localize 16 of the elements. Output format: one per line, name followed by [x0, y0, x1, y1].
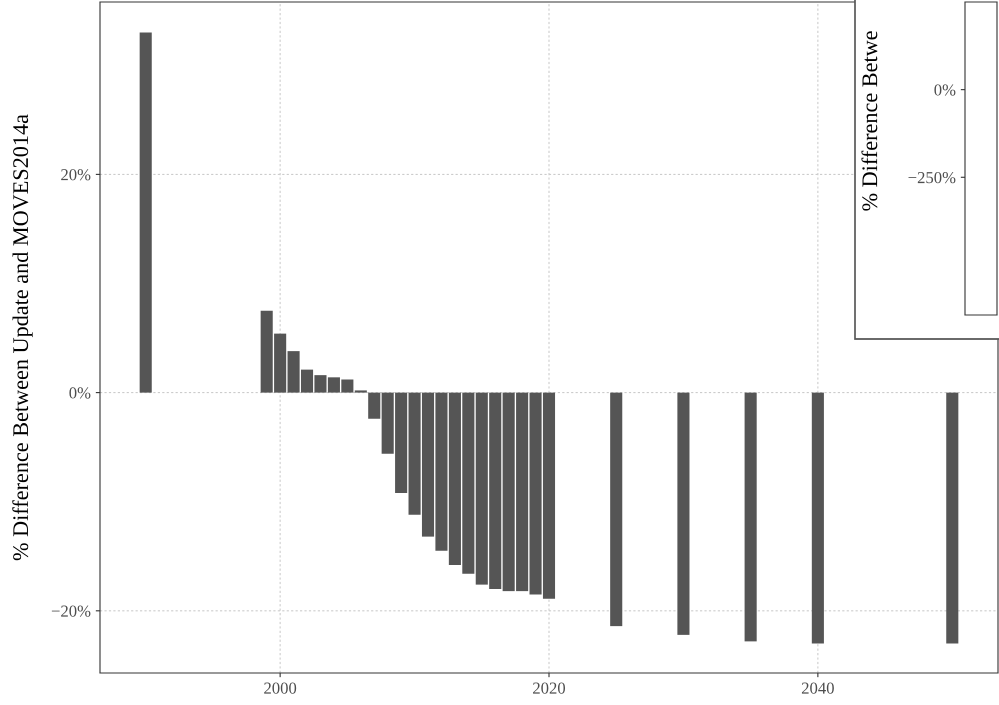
- x-tick-label: 2000: [264, 682, 296, 694]
- bar: [744, 392, 757, 642]
- bar: [610, 392, 622, 626]
- y-tick-label: −20%: [52, 606, 90, 617]
- x-tick-label: 2040: [802, 682, 834, 694]
- bar: [140, 32, 152, 393]
- annotation: 0%: [934, 84, 956, 96]
- x-tick-label: 2020: [533, 682, 566, 694]
- bar: [812, 392, 824, 644]
- bar: [677, 392, 690, 635]
- annotation: −250%: [908, 172, 956, 184]
- bar: [946, 392, 958, 644]
- text: % Difference Betwe: [861, 31, 878, 211]
- y-tick-label: 0%: [69, 387, 90, 399]
- y-axis-title: % Difference Between Update and MOVES2014a: [12, 114, 33, 560]
- y-tick-label: 20%: [61, 169, 90, 180]
